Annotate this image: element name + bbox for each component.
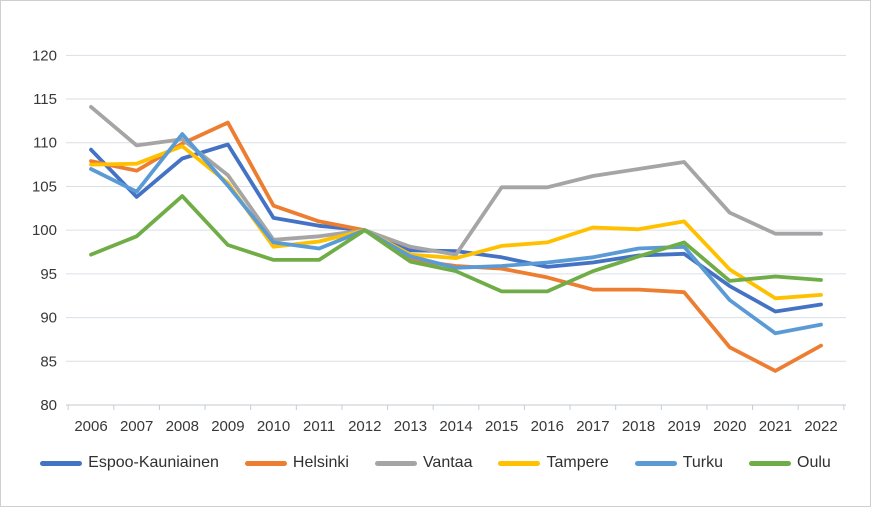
y-axis-tick-label: 115: [33, 91, 57, 108]
legend-item-helsinki: Helsinki: [244, 454, 349, 472]
x-axis-tick-label: 2021: [759, 418, 792, 435]
x-axis-tick-label: 2008: [166, 418, 199, 435]
x-axis-tick-label: 2010: [257, 418, 290, 435]
legend-item-vantaa: Vantaa: [374, 454, 473, 472]
x-axis-tick-label: 2016: [531, 418, 564, 435]
y-axis-tick-label: 100: [32, 222, 57, 239]
y-axis-tick-label: 95: [40, 266, 57, 283]
legend-label-oulu: Oulu: [797, 454, 831, 471]
legend-label-turku: Turku: [682, 454, 724, 471]
y-axis-tick-label: 105: [32, 178, 57, 195]
x-axis-tick-label: 2022: [804, 418, 837, 435]
series-line-turku: [89, 132, 823, 336]
x-axis-tick-label: 2020: [713, 418, 746, 435]
legend-label-espoo-kauniainen: Espoo-Kauniainen: [88, 454, 219, 471]
line-chart-svg: 120 115 110 105 100 95 90 85 80 2006 2007 2008 2009…: [32, 47, 846, 435]
series-line-espoo-kauniainen: [89, 142, 823, 314]
x-axis-tick-label: 2014: [439, 418, 472, 435]
series-line-oulu: [89, 194, 823, 294]
gridlines: [66, 54, 846, 406]
x-axis-tick-label: 2012: [348, 418, 381, 435]
series-line-vantaa: [89, 105, 823, 257]
x-axis-tick-label: 2015: [485, 418, 518, 435]
legend-label-helsinki: Helsinki: [292, 454, 349, 471]
x-axis-tick-label: 2006: [74, 418, 107, 435]
x-axis-tick-label: 2019: [667, 418, 700, 435]
chart-legend: Espoo-Kauniainen Helsinki Vantaa Tampere…: [1, 454, 870, 472]
legend-item-espoo-kauniainen: Espoo-Kauniainen: [40, 454, 219, 472]
legend-label-tampere: Tampere: [546, 454, 609, 471]
y-axis-tick-label: 90: [40, 310, 57, 327]
y-axis-tick-label: 120: [32, 47, 57, 64]
legend-swatch-espoo-kauniainen: [40, 460, 83, 466]
x-axis-labels: 2006 2007 2008 2009 2010 2011 2012 2013 2014 2015…: [74, 418, 837, 435]
legend-label-vantaa: Vantaa: [422, 454, 473, 471]
x-axis-tick-label: 2007: [120, 418, 153, 435]
legend-swatch-oulu: [749, 460, 792, 466]
legend-swatch-helsinki: [244, 460, 287, 466]
y-axis-tick-label: 85: [40, 353, 57, 370]
x-axis-tick-label: 2013: [394, 418, 427, 435]
legend-swatch-vantaa: [374, 460, 417, 466]
x-axis-ticks: [67, 405, 845, 410]
x-axis-tick-label: 2018: [622, 418, 655, 435]
legend-item-turku: Turku: [634, 454, 724, 472]
y-axis-labels: 120 115 110 105 100 95 90 85 80: [32, 47, 57, 414]
y-axis-tick-label: 80: [40, 397, 57, 414]
series-lines: [89, 105, 823, 373]
x-axis-tick-label: 2009: [211, 418, 244, 435]
legend-item-tampere: Tampere: [498, 454, 609, 472]
x-axis-tick-label: 2011: [303, 418, 335, 435]
x-axis-tick-label: 2017: [576, 418, 609, 435]
legend-swatch-turku: [634, 460, 677, 466]
y-axis-tick-label: 110: [33, 135, 57, 152]
legend-item-oulu: Oulu: [749, 454, 831, 472]
legend-swatch-tampere: [498, 460, 541, 466]
